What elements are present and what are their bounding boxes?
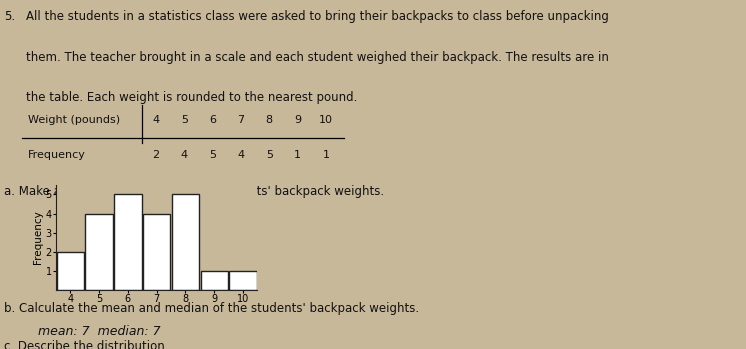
Text: 5: 5	[209, 150, 216, 160]
Text: 8: 8	[266, 116, 273, 125]
Text: the table. Each weight is rounded to the nearest pound.: the table. Each weight is rounded to the…	[26, 91, 357, 104]
Y-axis label: Frequency: Frequency	[33, 210, 43, 264]
Text: 4: 4	[181, 150, 188, 160]
Text: 5.: 5.	[4, 10, 15, 23]
Text: 10: 10	[319, 116, 333, 125]
Text: 6: 6	[209, 116, 216, 125]
Text: 2: 2	[152, 150, 160, 160]
Text: 7: 7	[237, 116, 245, 125]
Text: Weight (pounds): Weight (pounds)	[28, 116, 119, 125]
Text: 5: 5	[181, 116, 188, 125]
Text: 4: 4	[237, 150, 245, 160]
Text: b. Calculate the mean and median of the students' backpack weights.: b. Calculate the mean and median of the …	[4, 302, 419, 315]
Text: them. The teacher brought in a scale and each student weighed their backpack. Th: them. The teacher brought in a scale and…	[26, 51, 609, 64]
Text: mean: 7  median: 7: mean: 7 median: 7	[26, 325, 160, 337]
Bar	[172, 194, 199, 290]
Text: Frequency: Frequency	[28, 150, 86, 160]
Text: 9: 9	[294, 116, 301, 125]
Text: 4: 4	[152, 116, 160, 125]
Bar	[229, 270, 257, 290]
Text: All the students in a statistics class were asked to bring their backpacks to cl: All the students in a statistics class w…	[26, 10, 609, 23]
Bar	[57, 252, 84, 290]
Bar	[201, 270, 228, 290]
Text: 1: 1	[322, 150, 330, 160]
Bar	[114, 194, 142, 290]
Text: 1: 1	[294, 150, 301, 160]
Bar	[143, 214, 170, 290]
Text: a. Make a histogram displaying the students' backpack weights.: a. Make a histogram displaying the stude…	[4, 185, 384, 198]
Text: c. Describe the distribution.: c. Describe the distribution.	[4, 340, 169, 349]
Bar	[86, 214, 113, 290]
Text: 5: 5	[266, 150, 273, 160]
